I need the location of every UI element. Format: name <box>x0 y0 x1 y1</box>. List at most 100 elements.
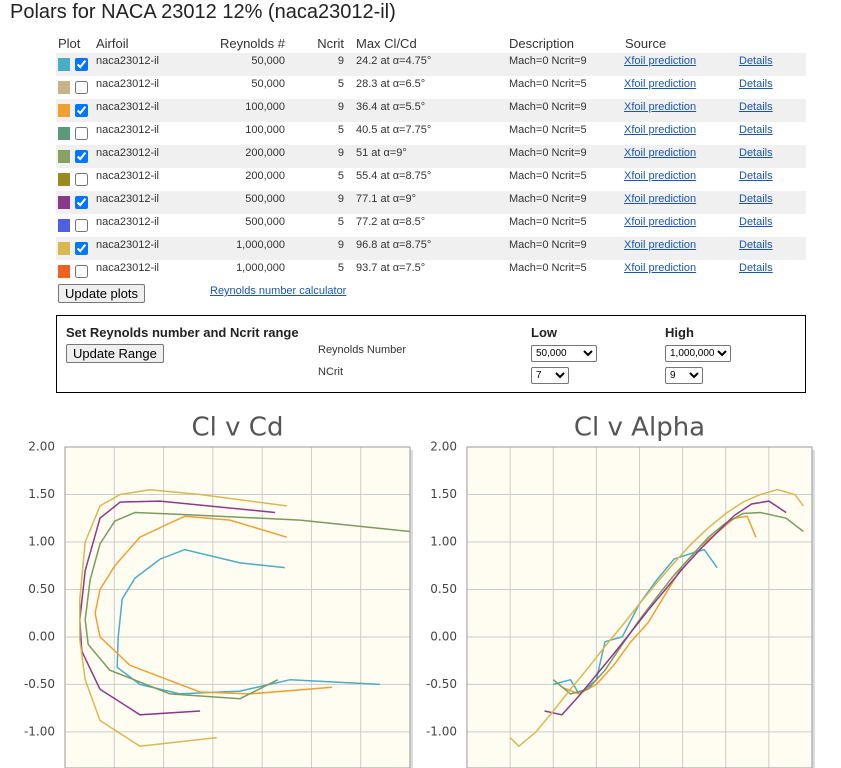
y-tick-label: 1.50 <box>430 487 457 501</box>
plot-border <box>64 446 411 768</box>
high-label: High <box>665 325 694 340</box>
plot-checkbox[interactable] <box>75 242 88 255</box>
series-line <box>94 515 333 695</box>
plot-checkbox[interactable] <box>75 81 88 94</box>
source-link[interactable]: Xfoil prediction <box>624 216 697 228</box>
details-link[interactable]: Details <box>739 193 773 205</box>
series-line <box>79 500 276 716</box>
y-tick-label: 1.00 <box>430 534 457 548</box>
series-group <box>79 488 410 747</box>
update-plots-button[interactable]: Update plots <box>58 284 145 303</box>
reynolds-label: Reynolds Number <box>318 344 407 356</box>
details-link[interactable]: Details <box>739 78 773 90</box>
y-tick-label: -1.00 <box>24 724 55 738</box>
details-link[interactable]: Details <box>739 216 773 228</box>
max-clcd-cell: 55.4 at α=8.75° <box>356 170 432 182</box>
y-tick-label: -0.50 <box>24 677 55 691</box>
source-link[interactable]: Xfoil prediction <box>624 147 697 159</box>
ncrit-label: NCrit <box>318 366 344 378</box>
y-tick-label: 2.00 <box>430 440 457 454</box>
details-link[interactable]: Details <box>739 170 773 182</box>
charts: Cl v Cd 2.00 1.50 1.00 0.50 0.00 -0.50 -1.00 Cl … <box>24 413 815 768</box>
reynolds-cell: 1,000,000 <box>236 239 285 251</box>
description-cell: Mach=0 Ncrit=9 <box>509 55 587 67</box>
source-link[interactable]: Xfoil prediction <box>624 101 697 113</box>
description-cell: Mach=0 Ncrit=5 <box>509 78 587 90</box>
description-cell: Mach=0 Ncrit=5 <box>509 262 587 274</box>
ncrit-cell: 9 <box>337 147 344 159</box>
y-tick-label: -1.00 <box>426 724 457 738</box>
source-link[interactable]: Xfoil prediction <box>624 124 697 136</box>
column-header: Max Cl/Cd <box>356 36 417 51</box>
row-background <box>56 99 806 122</box>
reynolds-cell: 500,000 <box>245 216 285 228</box>
color-swatch <box>58 150 70 163</box>
ncrit-high-select[interactable]: 9 <box>665 367 703 384</box>
details-link[interactable]: Details <box>739 101 773 113</box>
description-cell: Mach=0 Ncrit=5 <box>509 216 587 228</box>
source-link[interactable]: Xfoil prediction <box>624 78 697 90</box>
chart-title: Cl v Cd <box>192 413 284 443</box>
ncrit-cell: 5 <box>337 262 344 274</box>
ncrit-cell: 5 <box>337 170 344 182</box>
reynolds-low-select[interactable]: 50,000 <box>531 345 597 362</box>
plot-checkbox[interactable] <box>75 265 88 278</box>
source-link[interactable]: Xfoil prediction <box>624 193 697 205</box>
source-link[interactable]: Xfoil prediction <box>624 239 697 251</box>
airfoil-cell: naca23012-il <box>96 170 159 182</box>
plot-checkbox[interactable] <box>75 173 88 186</box>
update-range-button[interactable]: Update Range <box>66 344 164 363</box>
max-clcd-cell: 40.5 at α=7.75° <box>356 124 432 136</box>
column-header: Source <box>625 36 667 51</box>
details-link[interactable]: Details <box>739 262 773 274</box>
series-line <box>544 500 787 716</box>
row-background <box>56 145 806 168</box>
row-background <box>56 214 806 237</box>
reynolds-high-select[interactable]: 1,000,000 <box>665 345 731 362</box>
source-link[interactable]: Xfoil prediction <box>624 170 697 182</box>
airfoil-cell: naca23012-il <box>96 239 159 251</box>
ncrit-cell: 5 <box>337 78 344 90</box>
series-line <box>79 488 287 747</box>
ncrit-cell: 9 <box>337 55 344 67</box>
row-background <box>56 191 806 214</box>
series-line <box>509 488 804 748</box>
page-title: Polars for NACA 23012 12% (naca23012-il) <box>10 1 396 23</box>
plot-checkbox[interactable] <box>75 219 88 232</box>
plot-checkbox[interactable] <box>75 58 88 71</box>
max-clcd-cell: 93.7 at α=7.5° <box>356 262 426 274</box>
airfoil-cell: naca23012-il <box>96 124 159 136</box>
plot-checkbox[interactable] <box>75 196 88 209</box>
plot-checkbox[interactable] <box>75 150 88 163</box>
color-swatch <box>58 173 70 186</box>
details-link[interactable]: Details <box>739 239 773 251</box>
airfoil-cell: naca23012-il <box>96 193 159 205</box>
max-clcd-cell: 24.2 at α=4.75° <box>356 55 432 67</box>
ncrit-low-select[interactable]: 7 <box>531 367 569 384</box>
source-link[interactable]: Xfoil prediction <box>624 262 697 274</box>
calculator-link[interactable]: Reynolds number calculator <box>210 285 347 297</box>
details-link[interactable]: Details <box>739 55 773 67</box>
color-swatch <box>58 196 70 209</box>
plot-checkbox[interactable] <box>75 127 88 140</box>
airfoil-cell: naca23012-il <box>96 147 159 159</box>
plot-border <box>466 446 813 768</box>
details-link[interactable]: Details <box>739 124 773 136</box>
source-link[interactable]: Xfoil prediction <box>624 55 697 67</box>
airfoil-cell: naca23012-il <box>96 262 159 274</box>
series-line <box>552 511 804 695</box>
row-background <box>56 237 806 260</box>
column-header: Plot <box>58 36 81 51</box>
y-tick-label: 2.00 <box>28 440 55 454</box>
row-background <box>56 168 806 191</box>
description-cell: Mach=0 Ncrit=9 <box>509 101 587 113</box>
max-clcd-cell: 77.2 at α=8.5° <box>356 216 426 228</box>
plot-checkbox[interactable] <box>75 104 88 117</box>
details-link[interactable]: Details <box>739 147 773 159</box>
description-cell: Mach=0 Ncrit=9 <box>509 193 587 205</box>
description-cell: Mach=0 Ncrit=9 <box>509 147 587 159</box>
max-clcd-cell: 36.4 at α=5.5° <box>356 101 426 113</box>
color-swatch <box>58 265 70 278</box>
max-clcd-cell: 96.8 at α=8.75° <box>356 239 432 251</box>
plot-background <box>64 446 411 768</box>
